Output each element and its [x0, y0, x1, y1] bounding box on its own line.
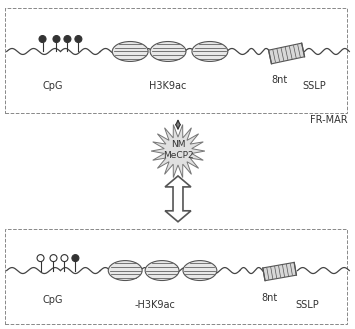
- Ellipse shape: [145, 261, 179, 281]
- Circle shape: [37, 255, 44, 262]
- Text: CpG: CpG: [42, 295, 63, 305]
- Bar: [5, 8, 347, 113]
- Ellipse shape: [150, 41, 186, 62]
- Polygon shape: [151, 125, 205, 178]
- Ellipse shape: [112, 41, 148, 62]
- Bar: [269, 43, 305, 64]
- Ellipse shape: [183, 261, 217, 281]
- Circle shape: [61, 255, 68, 262]
- Ellipse shape: [192, 41, 228, 62]
- Circle shape: [64, 36, 71, 42]
- Circle shape: [50, 255, 57, 262]
- Text: NM
MeCP2: NM MeCP2: [163, 140, 193, 161]
- Bar: [5, 229, 347, 324]
- Bar: [263, 263, 296, 281]
- Text: SSLP: SSLP: [296, 300, 320, 311]
- Text: 8nt: 8nt: [272, 75, 288, 86]
- Circle shape: [72, 255, 79, 262]
- Text: -H3K9ac: -H3K9ac: [135, 300, 175, 311]
- Circle shape: [53, 36, 60, 42]
- Polygon shape: [165, 176, 191, 222]
- Text: H3K9ac: H3K9ac: [149, 81, 187, 91]
- Text: CpG: CpG: [42, 81, 63, 91]
- Text: FR-MAR: FR-MAR: [310, 115, 347, 125]
- Ellipse shape: [108, 261, 142, 281]
- Circle shape: [39, 36, 46, 42]
- Text: SSLP: SSLP: [302, 81, 326, 91]
- Text: 8nt: 8nt: [262, 293, 278, 303]
- Circle shape: [75, 36, 82, 42]
